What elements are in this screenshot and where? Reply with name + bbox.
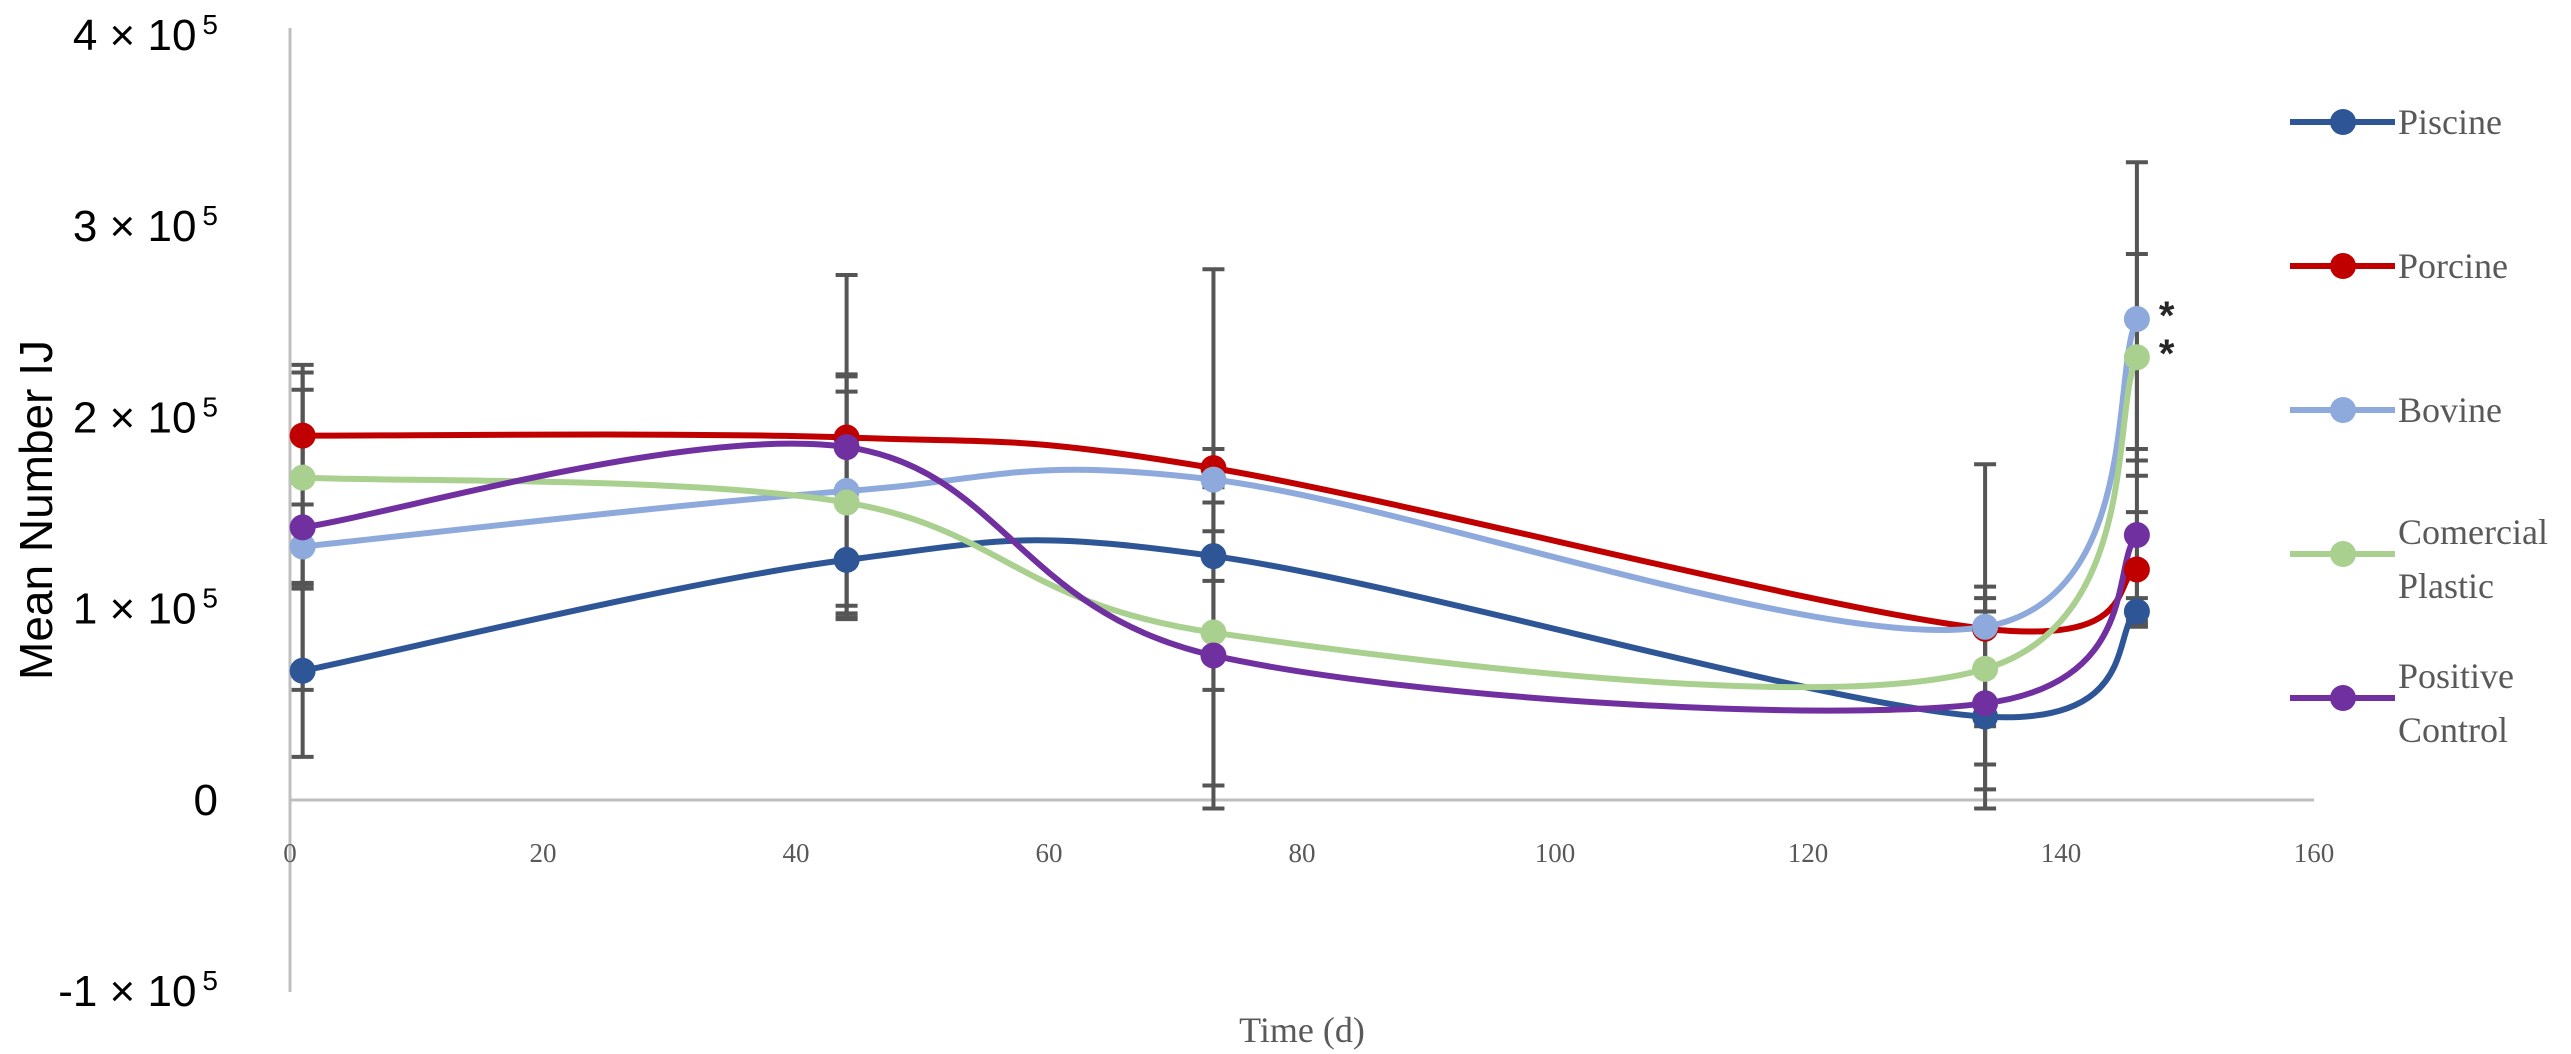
series-line-comercial-plastic: [302, 355, 2140, 691]
x-tick-label: 60: [1036, 838, 1063, 868]
data-point-comercial-plastic: [2123, 344, 2150, 371]
legend-swatch-marker: [2330, 685, 2356, 711]
y-tick-label: 1 × 10 5: [73, 583, 218, 634]
legend-swatch-marker: [2330, 541, 2356, 567]
x-tick-label: 80: [1289, 838, 1316, 868]
legend-label: Plastic: [2398, 566, 2494, 606]
significance-asterisk: *: [2159, 294, 2175, 338]
data-point-piscine: [833, 546, 860, 573]
series-line-bovine: [302, 317, 2140, 634]
annotations: **: [2159, 294, 2175, 376]
x-axis-title: Time (d): [1239, 1010, 1365, 1050]
data-point-piscine: [1200, 543, 1227, 570]
data-point-positive-control: [833, 434, 860, 461]
x-tick-labels: 0 20 40 60 80 100 120 140 160: [283, 838, 2334, 868]
data-point-comercial-plastic: [1200, 619, 1227, 646]
legend-swatch-marker: [2330, 397, 2356, 423]
data-point-porcine: [289, 422, 316, 449]
x-tick-label: 0: [283, 838, 297, 868]
data-point-positive-control: [289, 514, 316, 541]
y-tick-label: 4 × 10 5: [73, 9, 218, 60]
y-tick-label: -1 × 10 5: [58, 965, 218, 1016]
data-point-piscine: [2123, 598, 2150, 625]
legend-item-bovine: Bovine: [2290, 390, 2502, 430]
x-tick-label: 160: [2294, 838, 2335, 868]
x-tick-label: 120: [1788, 838, 1829, 868]
legend-item-porcine: Porcine: [2290, 246, 2508, 286]
legend-swatch-marker: [2330, 109, 2356, 135]
data-point-porcine: [2123, 556, 2150, 583]
data-point-positive-control: [1972, 690, 1999, 717]
legend-label: Control: [2398, 710, 2508, 750]
legend-item-positive-control: Positive Control: [2290, 656, 2514, 750]
x-tick-label: 40: [783, 838, 810, 868]
x-tick-label: 100: [1535, 838, 1576, 868]
y-tick-label: 0: [194, 776, 218, 825]
axes: [288, 28, 2314, 992]
data-point-bovine: [2123, 305, 2150, 332]
legend-swatch-marker: [2330, 253, 2356, 279]
data-points: [289, 305, 2150, 730]
y-tick-label: 3 × 10 5: [73, 200, 218, 251]
data-point-bovine: [289, 533, 316, 560]
data-point-bovine: [1200, 466, 1227, 493]
data-point-comercial-plastic: [833, 489, 860, 516]
legend-item-comercial-plastic: Comercial Plastic: [2290, 512, 2548, 606]
y-tick-labels: 4 × 10 5 3 × 10 5 2 × 10 5 1 × 10 5 0 -1 × 10 5: [58, 9, 218, 1016]
significance-asterisk: *: [2159, 332, 2175, 376]
data-point-positive-control: [1200, 642, 1227, 669]
data-point-bovine: [1972, 613, 1999, 640]
data-point-comercial-plastic: [1972, 655, 1999, 682]
data-point-positive-control: [2123, 522, 2150, 549]
legend-label: Porcine: [2398, 246, 2508, 286]
data-point-comercial-plastic: [289, 464, 316, 491]
data-point-piscine: [289, 657, 316, 684]
x-tick-label: 20: [530, 838, 557, 868]
y-axis-title: Mean Number IJ: [10, 340, 62, 680]
y-tick-label: 2 × 10 5: [73, 391, 218, 442]
legend-label: Bovine: [2398, 390, 2502, 430]
legend-label: Comercial: [2398, 512, 2548, 552]
legend-label: Positive: [2398, 656, 2514, 696]
legend-item-piscine: Piscine: [2290, 102, 2502, 142]
x-tick-label: 140: [2041, 838, 2082, 868]
legend-label: Piscine: [2398, 102, 2502, 142]
legend: Piscine Porcine Bovine Comercial Plastic Posi…: [2290, 102, 2548, 750]
